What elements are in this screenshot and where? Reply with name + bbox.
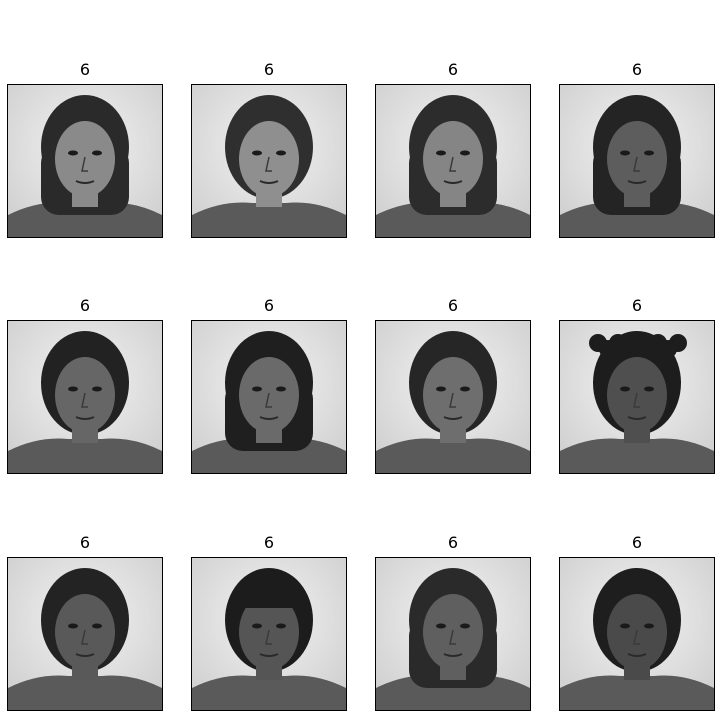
face-tile: 6 xyxy=(7,533,163,711)
face-photo xyxy=(7,84,163,238)
face-tile: 6 xyxy=(375,533,531,711)
face-photo-image xyxy=(560,558,714,710)
face-tile: 6 xyxy=(191,533,347,711)
face-tile: 6 xyxy=(7,296,163,474)
face-tile: 6 xyxy=(7,60,163,238)
face-photo xyxy=(559,557,715,711)
face-photo xyxy=(559,320,715,474)
tile-label: 6 xyxy=(447,60,459,79)
face-photo xyxy=(191,557,347,711)
face-tile: 6 xyxy=(375,296,531,474)
face-photo-image xyxy=(376,558,530,710)
face-photo xyxy=(191,84,347,238)
face-tile: 6 xyxy=(559,60,715,238)
face-photo-image xyxy=(8,558,162,710)
face-photo xyxy=(375,320,531,474)
face-photo xyxy=(7,557,163,711)
face-photo-image xyxy=(560,85,714,237)
tile-label: 6 xyxy=(447,533,459,552)
tile-label: 6 xyxy=(79,296,91,315)
tile-label: 6 xyxy=(447,296,459,315)
tile-label: 6 xyxy=(263,60,275,79)
tile-label: 6 xyxy=(79,533,91,552)
face-tile: 6 xyxy=(191,296,347,474)
face-photo-image xyxy=(376,321,530,473)
tile-label: 6 xyxy=(631,60,643,79)
tile-label: 6 xyxy=(79,60,91,79)
face-photo-image xyxy=(192,85,346,237)
face-tile: 6 xyxy=(559,296,715,474)
face-photo xyxy=(7,320,163,474)
tile-label: 6 xyxy=(631,533,643,552)
face-photo-image xyxy=(560,321,714,473)
face-photo-image xyxy=(8,321,162,473)
face-photo-image xyxy=(376,85,530,237)
face-tile: 6 xyxy=(559,533,715,711)
face-photo xyxy=(375,557,531,711)
face-photo-image xyxy=(192,321,346,473)
face-photo-image xyxy=(192,558,346,710)
face-photo xyxy=(191,320,347,474)
face-photo xyxy=(375,84,531,238)
face-tile: 6 xyxy=(375,60,531,238)
tile-label: 6 xyxy=(263,533,275,552)
face-photo xyxy=(559,84,715,238)
tile-label: 6 xyxy=(631,296,643,315)
tile-label: 6 xyxy=(263,296,275,315)
face-tile: 6 xyxy=(191,60,347,238)
face-photo-image xyxy=(8,85,162,237)
